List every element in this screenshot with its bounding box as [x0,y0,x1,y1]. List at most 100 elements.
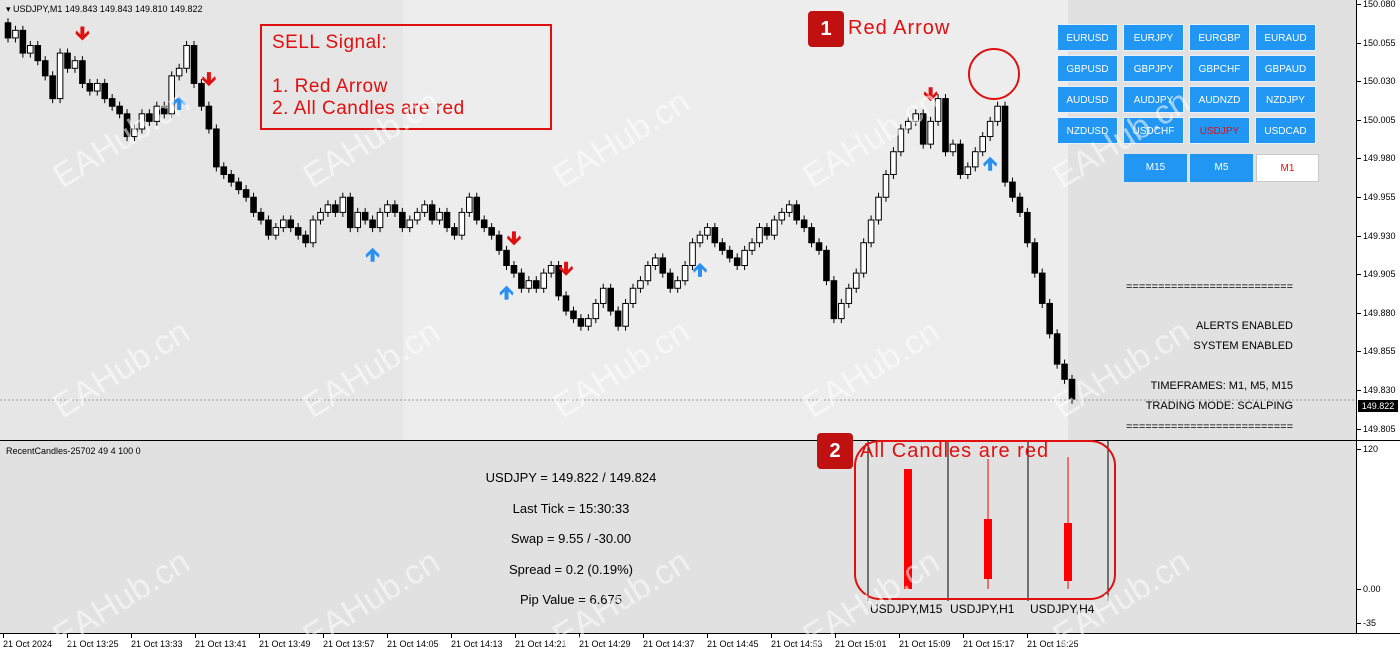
candle [577,314,585,331]
symbol-button-usdchf[interactable]: USDCHF [1123,117,1184,144]
candle [570,306,577,324]
candle [681,260,689,286]
time-tick-label: 21 Oct 14:45 [707,634,759,649]
candle [391,200,399,217]
time-tick-label: 21 Oct 15:01 [835,634,887,649]
candle [927,116,934,149]
indicator-scale-label: -35 [1356,618,1377,628]
candle [979,132,987,157]
candle [890,147,897,180]
candle [518,268,525,293]
buy-arrow-icon [983,156,998,171]
candle [704,223,711,240]
time-axis[interactable]: 21 Oct 2024 21 Oct 13:25 21 Oct 13:33 21 Oc… [0,633,1400,658]
candle [659,253,667,278]
candle [19,25,27,58]
recent-candle [1027,441,1072,601]
symbol-button-eurgbp[interactable]: EURGBP [1189,24,1250,51]
candle [428,200,436,225]
buy-arrow-icon [172,96,187,110]
candle [354,207,361,233]
recent-candle-label: USDJPY,H4 [1030,602,1095,616]
candle [763,223,771,240]
callout-2-badge: 2 [817,433,853,469]
candle [912,109,920,126]
candle [413,207,421,225]
candle [838,298,845,324]
main-chart[interactable]: ▾ USDJPY,M1 149.843 149.843 149.810 149.… [0,0,1356,469]
candle [138,109,146,134]
symbol-button-gbpjpy[interactable]: GBPJPY [1123,55,1184,82]
candle [369,215,376,233]
time-tick-label: 21 Oct 13:25 [67,634,119,649]
sell-signal-title: SELL Signal: [272,32,388,53]
candle [726,245,734,263]
symbol-button-gbpaud[interactable]: GBPAUD [1255,55,1316,82]
candle [547,260,555,278]
indicator-scale[interactable]: 120 0.00 -35 [1356,441,1400,633]
candle [652,253,659,271]
symbol-button-usdjpy[interactable]: USDJPY [1189,117,1250,144]
candle [942,94,949,157]
candle [882,169,890,202]
symbol-button-gbpusd[interactable]: GBPUSD [1057,55,1118,82]
pane-separator[interactable] [0,440,1400,441]
time-tick-label: 21 Oct 14:53 [771,634,823,649]
symbol-button-euraud[interactable]: EURAUD [1255,24,1316,51]
candle [93,78,101,96]
candle [317,207,324,225]
symbol-button-usdcad[interactable]: USDCAD [1255,117,1316,144]
symbol-button-eurjpy[interactable]: EURJPY [1123,24,1184,51]
chart-bg-session [403,0,1068,440]
candle [905,116,912,134]
sell-signal-item-2: 2. All Candles are red [272,98,465,119]
candle [294,223,302,240]
candle [748,238,756,255]
price-scale[interactable]: 150.080 150.055 150.030 150.005 149.980 149.9… [1356,0,1400,440]
candle [160,101,168,119]
candle [116,101,123,119]
recent-candles [867,441,1109,601]
symbol-button-eurusd[interactable]: EURUSD [1057,24,1118,51]
candle [637,276,644,293]
symbol-button-audnzd[interactable]: AUDNZD [1189,86,1250,113]
candle [220,162,228,180]
candle [711,223,719,248]
candle [949,139,957,157]
symbol-button-gbpchf[interactable]: GBPCHF [1189,55,1250,82]
trading-mode-status: TRADING MODE: SCALPING [1145,400,1293,412]
candle [339,192,347,217]
candle [875,192,882,225]
symbol-button-nzdusd[interactable]: NZDUSD [1057,117,1118,144]
candle [785,200,793,217]
indicator-pane[interactable]: RecentCandles-25702 49 4 100 0 USDJPY = … [0,440,1356,633]
candle [503,245,510,271]
price-tick-label: 149.905 [1357,269,1396,280]
timeframe-button-m1[interactable]: M1 [1256,154,1319,182]
candle [525,276,533,293]
candle [153,101,161,126]
timeframe-button-m5[interactable]: M5 [1190,154,1253,182]
status-separator-bottom: ========================== [1125,421,1293,433]
candle [674,276,681,293]
price-tick-label: 149.830 [1357,385,1396,395]
symbol-button-audjpy[interactable]: AUDJPY [1123,86,1184,113]
candle [175,63,183,81]
candle [585,314,592,331]
candle [510,260,518,278]
callout-2-text: All Candles are red [860,440,1050,462]
candle [27,40,34,58]
candle [1046,298,1053,339]
candle [1016,192,1024,217]
candle [86,78,94,96]
symbol-button-nzdjpy[interactable]: NZDJPY [1255,86,1316,113]
chart-menu-icon[interactable]: ▾ [6,4,11,14]
candle [1031,238,1039,278]
candle [1024,207,1031,248]
timeframe-button-m15[interactable]: M15 [1124,154,1187,182]
candle [607,283,614,316]
candle [421,200,428,217]
candle [897,124,905,157]
candle [480,215,488,233]
symbol-button-audusd[interactable]: AUDUSD [1057,86,1118,113]
